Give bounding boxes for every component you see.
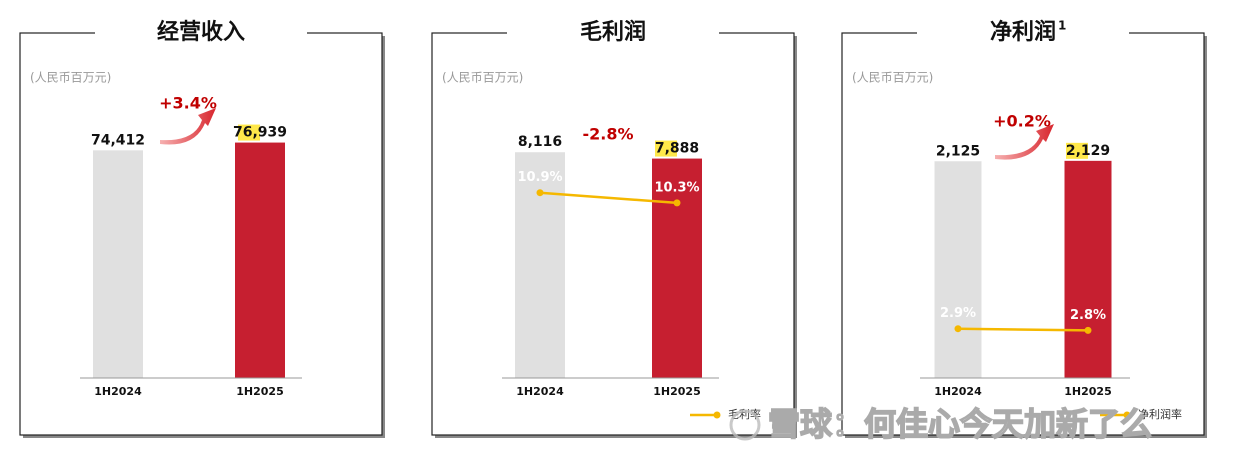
panel-title: 净利润: [990, 19, 1056, 45]
label-highlight: [238, 124, 260, 141]
line-value-label: 2.9%: [940, 306, 976, 321]
panel: 净利润 1 (人民币百万元) 2,125 1H2024 2,129 1H2025 +0.2% 2…: [841, 19, 1207, 438]
title-gap: [95, 31, 307, 35]
line-point: [673, 199, 681, 207]
watermark: 雪球：何佳心今天加新了么: [768, 405, 1152, 443]
x-tick-label: 1H2025: [1064, 385, 1111, 398]
value-label: 2,125: [936, 143, 980, 159]
bar: [652, 158, 702, 378]
line-point: [954, 325, 962, 333]
line-value-label: 10.9%: [517, 170, 562, 185]
line-value-label: 10.3%: [654, 180, 699, 195]
title-gap: [507, 31, 719, 35]
line-series: [539, 191, 678, 205]
bar: [93, 150, 143, 378]
growth-label: +3.4%: [159, 94, 217, 113]
panel: 经营收入 (人民币百万元) 74,412 1H2024 76,939 1H2025 +3.4…: [19, 19, 385, 438]
growth-label: -2.8%: [582, 125, 633, 144]
title-note: 1: [1058, 19, 1066, 33]
legend-label: 毛利率: [728, 407, 761, 421]
growth-arrow: [160, 108, 216, 145]
x-tick-label: 1H2024: [516, 385, 564, 398]
line-value-label: 2.8%: [1070, 308, 1106, 323]
x-tick-label: 1H2025: [653, 385, 700, 398]
label-highlight: [655, 140, 677, 157]
x-tick-label: 1H2025: [236, 385, 283, 398]
line-point: [536, 189, 544, 197]
value-label: 2,129: [1066, 143, 1110, 159]
value-label: 8,116: [518, 134, 562, 150]
growth-label: +0.2%: [993, 112, 1051, 131]
bar: [1064, 160, 1112, 378]
legend-label: 净利润率: [1138, 407, 1182, 421]
line-series: [957, 327, 1089, 332]
bar: [235, 142, 285, 378]
panel-frame: [431, 32, 795, 436]
bar: [515, 152, 565, 378]
x-tick-label: 1H2024: [934, 385, 982, 398]
unit-label: (人民币百万元): [30, 71, 111, 85]
legend-dot: [1123, 411, 1131, 419]
panel-frame: [19, 32, 383, 436]
legend-dot: [713, 411, 721, 419]
growth-arrow: [995, 124, 1054, 160]
unit-label: (人民币百万元): [852, 71, 933, 85]
panel-frame: [841, 32, 1205, 436]
value-label: 76,939: [233, 125, 287, 141]
panel-title: 经营收入: [157, 19, 245, 45]
title-gap: [917, 31, 1129, 35]
x-tick-label: 1H2024: [94, 385, 142, 398]
unit-label: (人民币百万元): [442, 71, 523, 85]
watermark-logo: [729, 409, 761, 441]
panel-title: 毛利润: [580, 19, 646, 45]
value-label: 7,888: [655, 141, 699, 157]
label-highlight: [1066, 142, 1088, 159]
panel: 毛利润 (人民币百万元) 8,116 1H2024 7,888 1H2025 -2.8% 10…: [431, 19, 797, 438]
value-label: 74,412: [91, 132, 145, 148]
line-point: [1084, 326, 1092, 334]
bar: [934, 161, 982, 378]
